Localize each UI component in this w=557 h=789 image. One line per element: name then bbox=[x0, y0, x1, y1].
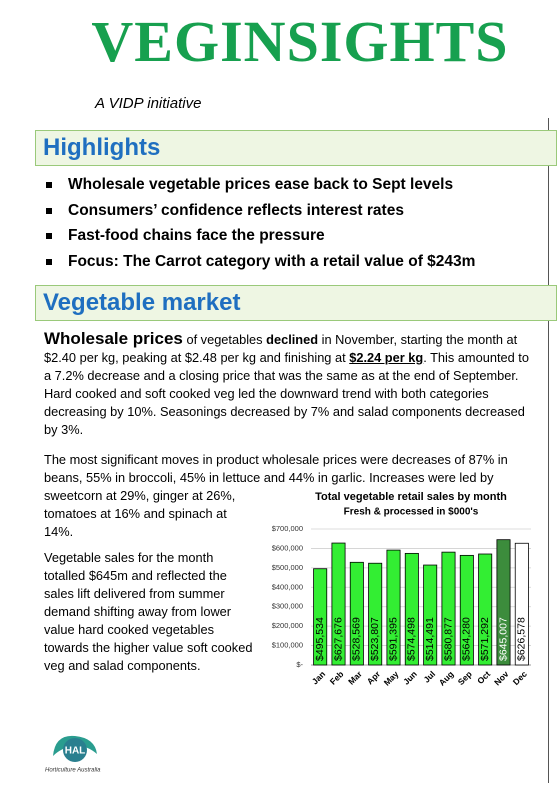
value-label: $514,491 bbox=[424, 617, 436, 661]
paragraph: Wholesale prices of vegetables declined … bbox=[44, 330, 534, 439]
logo-text: HAL bbox=[65, 746, 86, 757]
chart-title: Total vegetable retail sales by month bbox=[315, 491, 507, 503]
spacer bbox=[535, 451, 536, 487]
value-label: $495,534 bbox=[314, 617, 326, 661]
chart: Total vegetable retail sales by month Fr… bbox=[272, 491, 531, 688]
x-tick-label: Apr bbox=[365, 668, 383, 686]
value-label: $580,877 bbox=[442, 617, 454, 661]
page-border bbox=[548, 118, 549, 783]
paragraph: Vegetable sales for the month totalled $… bbox=[44, 550, 253, 673]
highlight-list: Wholesale vegetable prices ease back to … bbox=[45, 176, 475, 278]
highlight-item: Wholesale vegetable prices ease back to … bbox=[45, 176, 475, 202]
y-tick-label: $700,000 bbox=[272, 524, 303, 533]
x-tick-label: May bbox=[382, 669, 401, 688]
bar bbox=[331, 542, 346, 666]
chart-subtitle: Fresh & processed in $000's bbox=[344, 507, 479, 518]
highlight-item: Focus: The Carrot category with a retail… bbox=[45, 253, 475, 279]
bar bbox=[313, 568, 328, 666]
bar bbox=[441, 551, 456, 666]
highlight-item: Fast-food chains face the pressure bbox=[45, 227, 475, 253]
bar bbox=[478, 553, 493, 666]
value-label: $626,578 bbox=[516, 617, 528, 661]
x-tick-label: Jan bbox=[310, 669, 327, 686]
x-tick-label: Jul bbox=[421, 669, 437, 685]
logo: HAL Horticulture Australia bbox=[45, 735, 101, 774]
x-tick-label: Oct bbox=[475, 669, 492, 686]
value-label: $645,007 bbox=[497, 617, 509, 661]
text: . This amounted to a 7.2% decrease and a… bbox=[44, 350, 529, 437]
bar bbox=[386, 549, 401, 666]
value-label: $564,280 bbox=[461, 617, 473, 661]
x-tick-label: Aug bbox=[437, 669, 456, 688]
bar bbox=[459, 554, 474, 666]
bar bbox=[496, 539, 511, 666]
paragraph: The most significant moves in product wh… bbox=[44, 452, 508, 539]
lead-text: Wholesale prices bbox=[44, 329, 183, 348]
section-heading-box: Highlights bbox=[35, 130, 557, 166]
value-label: $627,676 bbox=[332, 617, 344, 661]
bar bbox=[404, 552, 419, 666]
logo-swoosh bbox=[53, 735, 97, 756]
y-tick-label: $600,000 bbox=[272, 543, 303, 552]
y-tick-label: $100,000 bbox=[272, 641, 303, 650]
y-tick-label: $200,000 bbox=[272, 621, 303, 630]
x-tick-label: Jun bbox=[401, 669, 419, 687]
value-label: $574,498 bbox=[406, 617, 418, 661]
x-tick-label: Sep bbox=[456, 669, 474, 687]
bar bbox=[368, 562, 383, 666]
bold-text: declined bbox=[266, 332, 319, 347]
x-tick-label: Feb bbox=[328, 669, 346, 687]
text-column: Total vegetable retail sales by month Fr… bbox=[44, 451, 536, 719]
bar bbox=[349, 561, 364, 666]
bar bbox=[423, 564, 438, 666]
title: VEGINSIGHTS bbox=[91, 9, 509, 74]
x-tick-label: Dec bbox=[511, 669, 529, 687]
bold-underlined-text: $2.24 per kg bbox=[349, 350, 424, 365]
section-heading: Vegetable market bbox=[43, 289, 241, 316]
y-tick-label: $300,000 bbox=[272, 602, 303, 611]
logo-circle bbox=[63, 738, 87, 762]
bar bbox=[514, 542, 529, 666]
value-label: $571,292 bbox=[479, 617, 491, 661]
text: in November, starting the month at $2.40… bbox=[44, 332, 518, 365]
section-heading: Highlights bbox=[43, 134, 161, 161]
highlight-item: Consumers’ confidence reflects interest … bbox=[45, 202, 475, 228]
y-tick-label: $500,000 bbox=[272, 563, 303, 572]
value-label: $528,569 bbox=[351, 617, 363, 661]
value-label: $523,807 bbox=[369, 617, 381, 661]
x-tick-label: Mar bbox=[346, 668, 364, 686]
y-tick-label: $400,000 bbox=[272, 582, 303, 591]
section-heading-box: Vegetable market bbox=[35, 285, 557, 321]
value-label: $591,395 bbox=[387, 617, 399, 661]
logo-org: Horticulture Australia bbox=[45, 768, 101, 774]
text: of vegetables bbox=[182, 332, 267, 347]
y-tick-label: $- bbox=[296, 660, 303, 669]
subtitle: A VIDP initiative bbox=[95, 95, 202, 112]
x-tick-label: Nov bbox=[492, 669, 511, 688]
